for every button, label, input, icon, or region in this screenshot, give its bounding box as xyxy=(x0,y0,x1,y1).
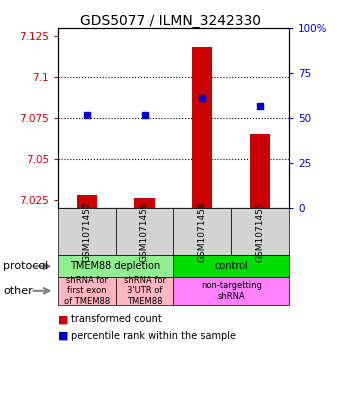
Text: percentile rank within the sample: percentile rank within the sample xyxy=(71,331,236,341)
Bar xyxy=(192,47,212,208)
Text: ■: ■ xyxy=(58,331,68,341)
Text: TMEM88 depletion: TMEM88 depletion xyxy=(70,261,161,271)
Text: ■: ■ xyxy=(58,314,68,324)
Bar xyxy=(250,134,270,208)
Text: shRNA for
first exon
of TMEM88: shRNA for first exon of TMEM88 xyxy=(64,276,110,306)
Text: GSM1071457: GSM1071457 xyxy=(82,202,91,262)
Text: GDS5077 / ILMN_3242330: GDS5077 / ILMN_3242330 xyxy=(80,14,260,28)
Text: protocol: protocol xyxy=(3,261,49,271)
Bar xyxy=(76,195,97,208)
Text: other: other xyxy=(3,286,33,296)
Text: transformed count: transformed count xyxy=(71,314,162,324)
Text: shRNA for
3'UTR of
TMEM88: shRNA for 3'UTR of TMEM88 xyxy=(123,276,166,306)
Text: non-targetting
shRNA: non-targetting shRNA xyxy=(201,281,262,301)
Text: GSM1071456: GSM1071456 xyxy=(140,202,149,262)
Bar xyxy=(134,198,155,208)
Text: control: control xyxy=(214,261,248,271)
Text: GSM1071454: GSM1071454 xyxy=(198,202,207,262)
Text: GSM1071455: GSM1071455 xyxy=(256,202,265,262)
